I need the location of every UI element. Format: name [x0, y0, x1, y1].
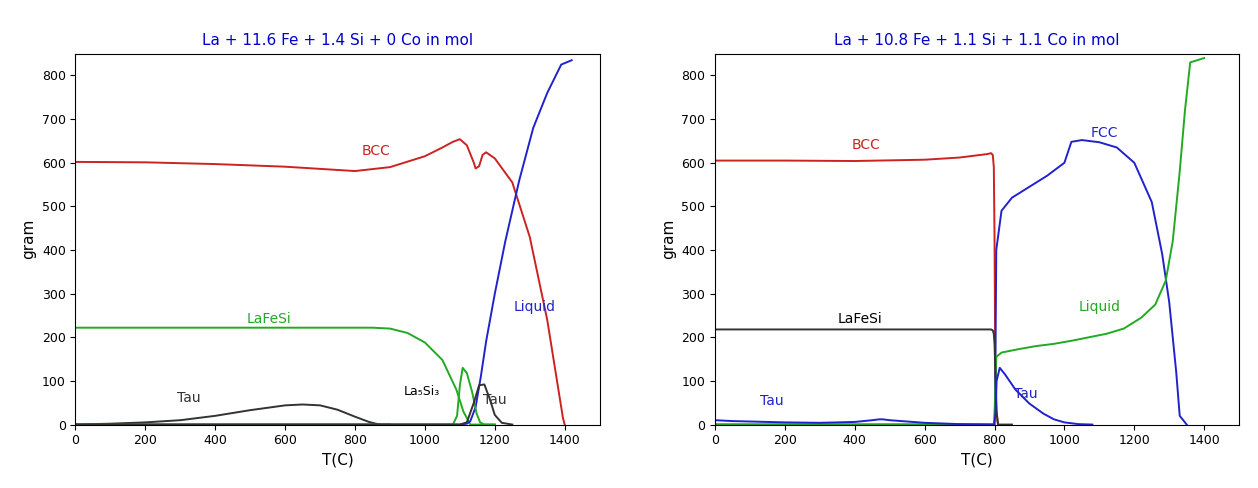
Text: LaFeSi: LaFeSi — [247, 312, 292, 326]
Text: Tau: Tau — [1014, 386, 1038, 401]
Y-axis label: gram: gram — [660, 219, 676, 259]
Text: BCC: BCC — [362, 144, 391, 158]
Text: La₅Si₃: La₅Si₃ — [404, 385, 440, 398]
Text: Tau: Tau — [177, 391, 200, 405]
Y-axis label: gram: gram — [21, 219, 36, 259]
Text: Liquid: Liquid — [1078, 300, 1121, 314]
X-axis label: T(C): T(C) — [961, 453, 993, 468]
Text: Tau: Tau — [483, 393, 506, 407]
Text: Tau: Tau — [760, 394, 784, 408]
Text: LaFeSi: LaFeSi — [838, 312, 882, 326]
Text: FCC: FCC — [1091, 126, 1118, 141]
X-axis label: T(C): T(C) — [322, 453, 353, 468]
Text: Liquid: Liquid — [515, 300, 556, 314]
Text: BCC: BCC — [852, 138, 881, 152]
Title: La + 10.8 Fe + 1.1 Si + 1.1 Co in mol: La + 10.8 Fe + 1.1 Si + 1.1 Co in mol — [834, 33, 1120, 48]
Title: La + 11.6 Fe + 1.4 Si + 0 Co in mol: La + 11.6 Fe + 1.4 Si + 0 Co in mol — [203, 33, 473, 48]
